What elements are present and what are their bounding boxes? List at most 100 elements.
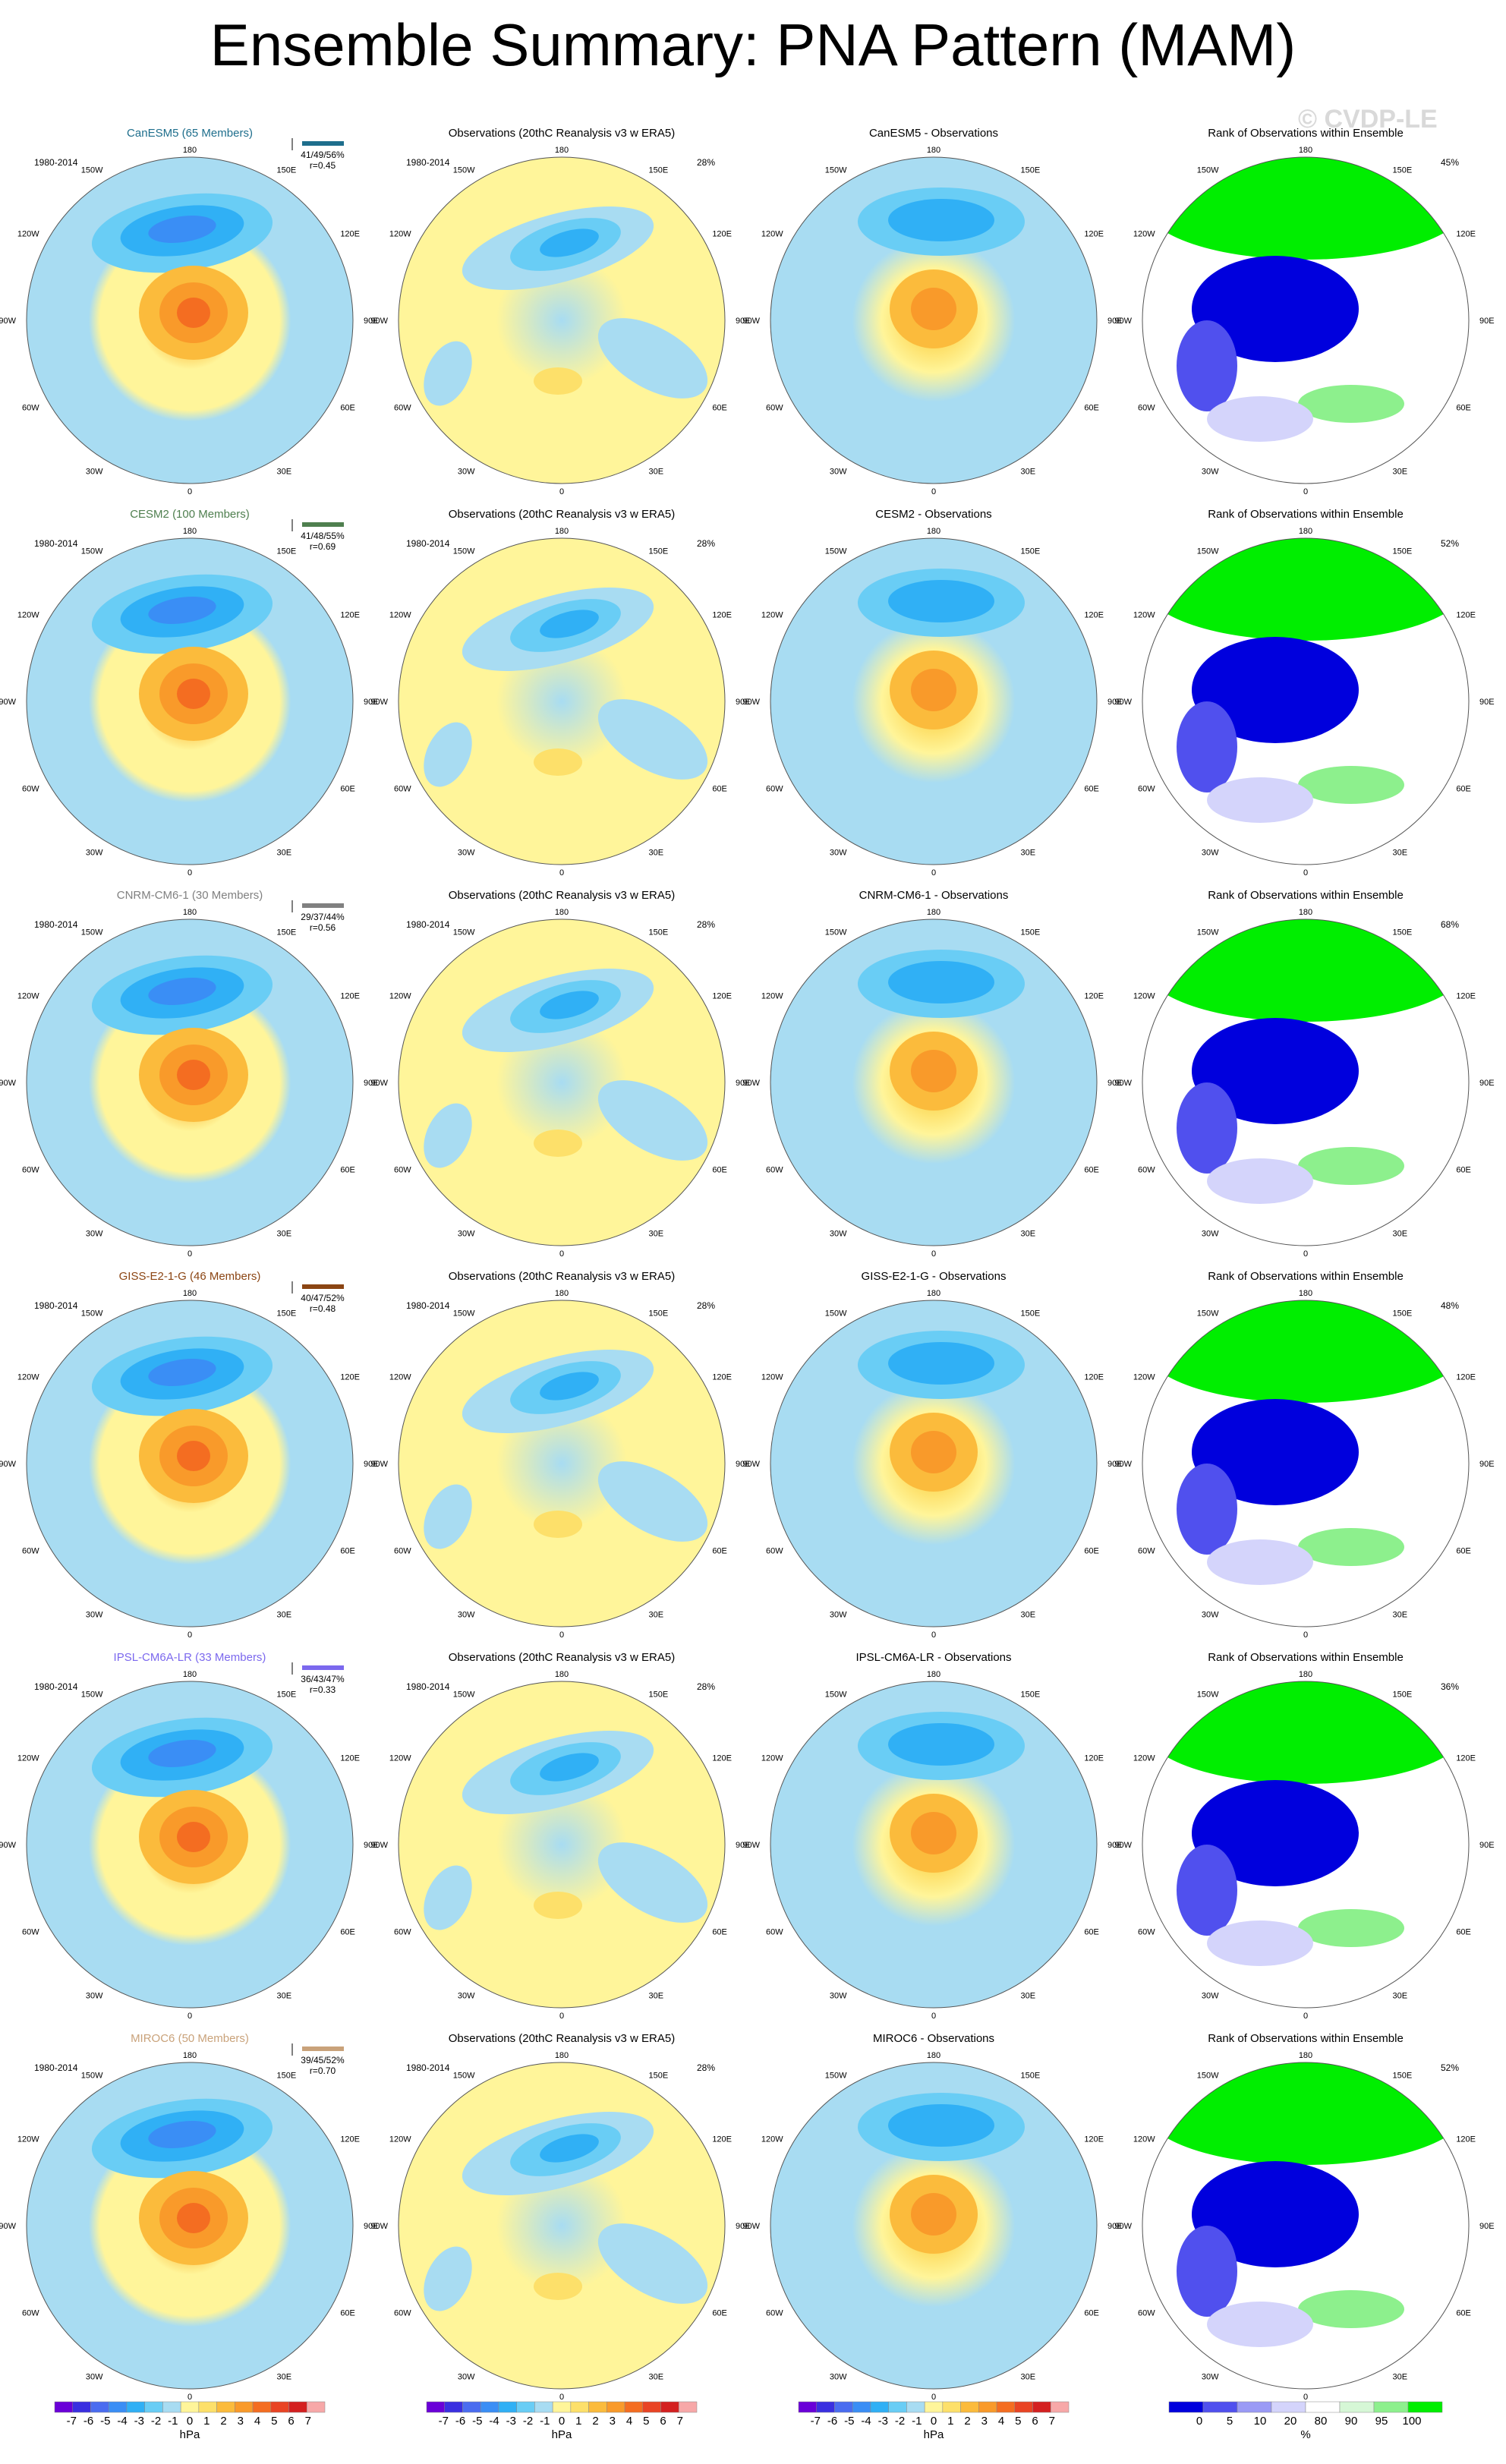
lon-label-e2: 90E <box>364 1841 379 1850</box>
lon-label-w2: 90W <box>0 698 17 707</box>
pattern-correlation: r=0.56 <box>310 922 336 933</box>
lon-label-w1: 120W <box>17 1373 39 1382</box>
lon-label-top: 180 <box>927 2051 940 2060</box>
low-core <box>888 961 994 1004</box>
lon-label-nw: 150W <box>453 166 475 175</box>
pattern-correlation: r=0.33 <box>310 1684 336 1695</box>
colorbar-swatch <box>660 2401 679 2413</box>
model-title: CanESM5 (65 Members) <box>127 127 253 140</box>
low-core <box>540 1753 599 1782</box>
lon-label-bottom: 0 <box>187 1631 192 1640</box>
map-border <box>398 1681 726 2009</box>
lon-label-e1: 120E <box>712 992 732 1001</box>
lon-label-e2: 90E <box>1479 1841 1495 1850</box>
lon-label-top: 180 <box>1299 1670 1312 1679</box>
colorbar-swatch <box>1014 2401 1033 2413</box>
pattern-field <box>399 1681 725 2008</box>
period-label: 1980-2014 <box>34 919 78 930</box>
colorbar-tick-label: -1 <box>912 2415 922 2428</box>
pct-stats: 39/45/52% <box>301 2055 345 2065</box>
panel-IPSL-CM6A-LR-3: 180 150E 120E 90E 60E 30E 0 30W 60W 90W 120W 150W Ra… <box>1114 1651 1494 2021</box>
lon-label-nw: 150W <box>81 2072 103 2081</box>
lon-label-se: 30E <box>1393 1991 1408 2000</box>
lon-label-sw: 30W <box>1202 1991 1219 2000</box>
lon-label-se: 30E <box>1021 1610 1036 1619</box>
pattern-field <box>399 1300 725 1627</box>
lon-label-bottom: 0 <box>931 2393 936 2402</box>
map-border <box>770 1300 1098 1627</box>
lon-label-se: 30E <box>1393 467 1408 476</box>
colorbar-swatch <box>498 2401 517 2413</box>
lon-label-sw: 30W <box>458 1610 475 1619</box>
lon-label-e3: 60E <box>712 1547 727 1556</box>
lon-label-se: 30E <box>649 1610 664 1619</box>
obs-title: Observations (20thC Reanalysis v3 w ERA5… <box>449 889 675 902</box>
map-border <box>26 2062 354 2390</box>
panel-GISS-E2-1-G-1: 180 150E 120E 90E 60E 30E 0 30W 60W 90W 120W 150W Ob… <box>370 1270 750 1640</box>
rank-mid <box>1298 766 1404 804</box>
lon-label-e1: 120E <box>1456 1373 1476 1382</box>
lon-label-w1: 120W <box>1133 230 1155 239</box>
low-eurasia <box>597 1461 708 1542</box>
lon-label-top: 180 <box>555 908 569 917</box>
colorbar-tick-label: 4 <box>254 2415 260 2428</box>
map-border <box>26 1681 354 2009</box>
map-border <box>1142 2062 1470 2390</box>
colorbar-tick-label: 3 <box>238 2415 244 2428</box>
low-atlantic <box>424 2246 472 2311</box>
colorbar-tick-label: -2 <box>151 2415 161 2428</box>
lon-label-ne: 150E <box>649 166 669 175</box>
obs-pct: 28% <box>697 919 715 930</box>
lon-label-w1: 120W <box>1133 2135 1155 2144</box>
lon-label-se: 30E <box>277 467 292 476</box>
lon-label-e3: 60E <box>712 404 727 413</box>
lon-label-ne: 150E <box>649 2072 669 2081</box>
lon-label-e1: 120E <box>340 1373 360 1382</box>
lon-label-bottom: 0 <box>187 2393 192 2402</box>
high-core <box>911 288 956 330</box>
lon-label-e2: 90E <box>1107 1460 1123 1469</box>
high-core <box>911 1050 956 1092</box>
colorbar-swatch <box>90 2401 109 2413</box>
low-core <box>540 228 599 257</box>
lon-label-e2: 90E <box>736 1079 751 1088</box>
colorbar-tick-label: -6 <box>83 2415 93 2428</box>
pct-stats: 36/43/47% <box>301 1674 345 1684</box>
pattern-field <box>399 919 725 1246</box>
high-core <box>911 669 956 711</box>
map-border <box>1142 537 1470 865</box>
lon-label-w2: 90W <box>0 317 17 326</box>
colorbar-swatch <box>588 2401 607 2413</box>
colorbar-swatch <box>870 2401 889 2413</box>
lon-label-w2: 90W <box>742 317 760 326</box>
obs-pct: 28% <box>697 157 715 168</box>
colorbar-swatch <box>960 2401 979 2413</box>
rank-mid <box>1298 1147 1404 1185</box>
lon-label-e2: 90E <box>364 698 379 707</box>
rank-title: Rank of Observations within Ensemble <box>1208 889 1404 902</box>
lon-label-e2: 90E <box>364 1079 379 1088</box>
lon-label-sw: 30W <box>86 1229 103 1238</box>
low-atlantic <box>424 341 472 406</box>
low-core <box>888 1342 994 1385</box>
lon-label-ne: 150E <box>649 1309 669 1319</box>
colorbar-tick-label: 7 <box>677 2415 683 2428</box>
lon-label-w1: 120W <box>17 2135 39 2144</box>
lon-label-sw: 30W <box>830 1610 847 1619</box>
period-label: 1980-2014 <box>34 1300 78 1311</box>
lon-label-bottom: 0 <box>1303 487 1308 496</box>
colorbar-swatch <box>180 2401 200 2413</box>
rank-title: Rank of Observations within Ensemble <box>1208 127 1404 140</box>
lon-label-ne: 150E <box>1393 1690 1413 1700</box>
lon-label-bottom: 0 <box>559 2012 564 2021</box>
pct-stats: 41/49/56% <box>301 150 345 160</box>
obs-pct: 28% <box>697 1681 715 1692</box>
lon-label-sw: 30W <box>458 848 475 857</box>
lon-label-e3: 60E <box>1084 2309 1099 2318</box>
obs-title: Observations (20thC Reanalysis v3 w ERA5… <box>449 1651 675 1664</box>
lon-label-ne: 150E <box>1021 547 1041 556</box>
lon-label-bottom: 0 <box>187 1249 192 1259</box>
lon-label-w3: 60W <box>22 404 39 413</box>
lon-label-e2: 90E <box>736 317 751 326</box>
lon-label-ne: 150E <box>277 547 297 556</box>
